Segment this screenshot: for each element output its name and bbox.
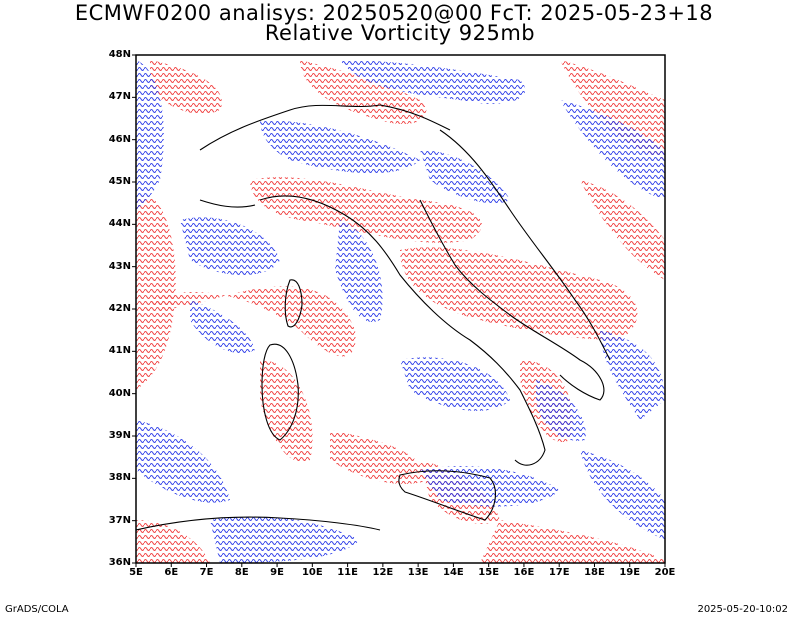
lon-label: 18E	[584, 567, 605, 578]
lon-label: 15E	[478, 567, 500, 578]
map-subtitle: Relative Vorticity 925mb	[264, 21, 536, 45]
map-title: ECMWF0200 analisys: 20250520@00 FcT: 202…	[74, 1, 714, 25]
lat-label: 47N	[108, 91, 131, 103]
lon-label: 10E	[301, 567, 323, 578]
lon-label: 7E	[199, 567, 214, 578]
lon-label: 19E	[619, 567, 641, 578]
lat-label: 40N	[108, 387, 131, 399]
lat-label: 42N	[108, 303, 131, 314]
lon-label: 6E	[164, 567, 179, 578]
lon-label: 16E	[513, 567, 535, 578]
lat-label: 45N	[108, 176, 131, 187]
lat-label: 41N	[108, 345, 131, 357]
footer-left: GrADS/COLA	[5, 604, 69, 615]
lon-label: 17E	[548, 567, 570, 578]
lat-label: 36N	[108, 557, 131, 568]
lon-label: 13E	[407, 567, 429, 578]
lat-label: 37N	[108, 514, 131, 526]
lon-label: 11E	[337, 567, 358, 578]
lon-label: 12E	[372, 567, 394, 578]
lon-label: 8E	[234, 567, 249, 578]
lon-label: 9E	[270, 567, 284, 578]
lon-label: 20E	[654, 567, 676, 578]
lat-label: 43N	[108, 260, 131, 272]
footer-right: 2025-05-20-10:02	[697, 604, 788, 615]
lon-label: 5E	[129, 567, 143, 578]
lat-label: 38N	[108, 472, 131, 484]
lat-label: 39N	[108, 430, 131, 441]
lat-label: 48N	[108, 49, 131, 60]
contour-field	[136, 55, 665, 563]
lon-label: 14E	[443, 567, 464, 578]
lat-label: 44N	[108, 218, 131, 230]
lat-label: 46N	[108, 133, 131, 145]
